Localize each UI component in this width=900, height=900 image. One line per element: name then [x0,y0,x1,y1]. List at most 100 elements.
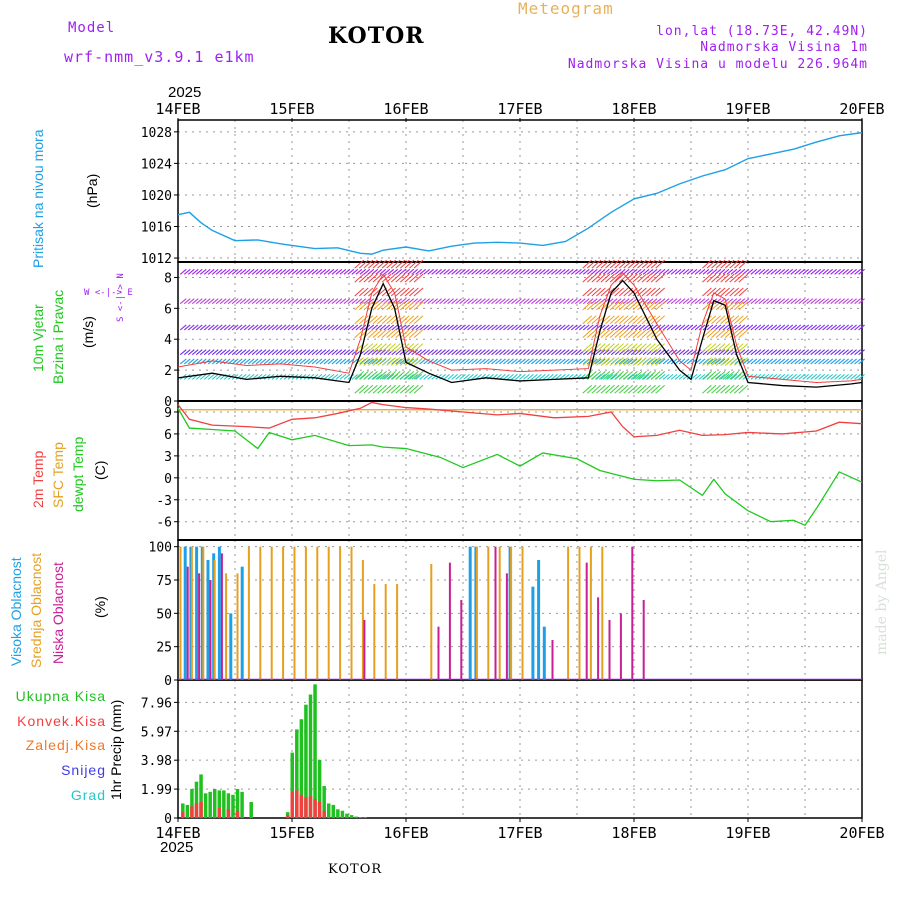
wind-barb [227,268,235,275]
wind-arrow [724,357,735,366]
wind-barb [507,349,514,356]
wind-barb [654,358,662,365]
wind-arrow [399,357,410,366]
wind-barb [646,324,654,331]
wind-barb [798,349,806,356]
wind-arrow [386,315,396,325]
ytick-label: 0 [164,674,172,689]
wind-arrow [720,343,730,352]
wind-arrow [738,329,749,339]
wind-barb [315,349,323,356]
wind-barb [387,373,395,380]
precip-bar-total [190,788,194,818]
wind-barb [447,324,454,331]
wind-barb [634,324,642,331]
wind-barb [255,324,263,331]
wind-barb [858,373,865,380]
wind-barb [283,268,291,275]
wind-barb [523,349,530,356]
wind-barb [822,349,830,356]
wind-barb [491,358,498,365]
wind-barb [858,298,865,305]
wind-arrow [627,329,638,339]
wind-barb [682,268,690,275]
ytick-label: 9 [164,406,172,421]
wind-barb [750,324,758,331]
wind-barb [535,268,542,275]
wind-arrow [641,384,652,394]
wind-barb [618,358,626,365]
wind-barb [618,349,626,356]
wind-barb [199,373,207,380]
wind-arrow [413,343,424,352]
wind-barb [347,324,355,331]
wind-barb [403,268,411,275]
wind-barb [826,373,834,380]
cloud-bar-visoka [217,546,221,680]
xtick-label-top: 16FEB [383,100,428,118]
wind-barb [662,358,670,365]
wind-barb [479,349,486,356]
wind-barb [307,298,315,305]
wind-barb [754,298,762,305]
wind-barb [503,324,510,331]
precip-bar-total [358,817,363,818]
wind-barb [666,298,674,305]
wind-barb [311,349,319,356]
precip-bar-total [208,791,212,818]
wind-barb [299,358,307,365]
wind-barb [543,268,550,275]
precip-bar-conv [304,797,308,818]
wind-barb [822,298,830,305]
wind-barb [814,358,822,365]
wind-barb [574,324,582,331]
wind-arrow [404,384,415,394]
wind-arrow [409,384,419,394]
wind-barb [291,349,299,356]
wind-barb [854,358,861,365]
footer-station: KOTOR [328,862,383,877]
wind-barb [566,358,574,365]
cloud-bar-srednja [202,546,205,680]
wind-barb [399,358,407,365]
wind-barb [666,324,674,331]
wind-barb [658,373,666,380]
wind-barb [179,298,187,305]
wind-barb [786,298,794,305]
wind-barb [219,349,227,356]
wind-barb [834,349,841,356]
wind-barb [431,268,439,275]
wind-barb [842,358,849,365]
wind-barb [730,298,738,305]
wind-barb [295,324,303,331]
wind-barb [634,349,642,356]
precip-bar-total [299,719,304,818]
wind-barb [503,349,510,356]
wind-barb [670,373,678,380]
wind-barb [842,298,849,305]
elevation-label: Nadmorska Visina 1m [700,40,868,55]
precip-bar-total [308,694,313,818]
wind-barb [562,324,570,331]
wind-barb [722,373,730,380]
wind-arrow [372,357,383,366]
wind-barb [714,324,722,331]
wind-barb [247,298,255,305]
wind-barb [558,298,566,305]
wind-barb [431,358,439,365]
wind-barb [698,298,706,305]
wind-arrow [614,315,624,325]
wind-barb [694,349,702,356]
wind-barb [694,298,702,305]
wind-barb [726,373,734,380]
wind-arrow [614,259,624,269]
cloud-bar-srednja [521,546,524,680]
wind-barb [379,349,387,356]
wind-arrow [729,273,740,283]
wind-arrow [386,357,396,366]
wind-barb [606,373,614,380]
ytick-label: 8 [164,271,172,286]
wind-arrow [729,371,740,380]
wind-arrow [609,301,620,311]
wind-arrow [706,315,717,325]
